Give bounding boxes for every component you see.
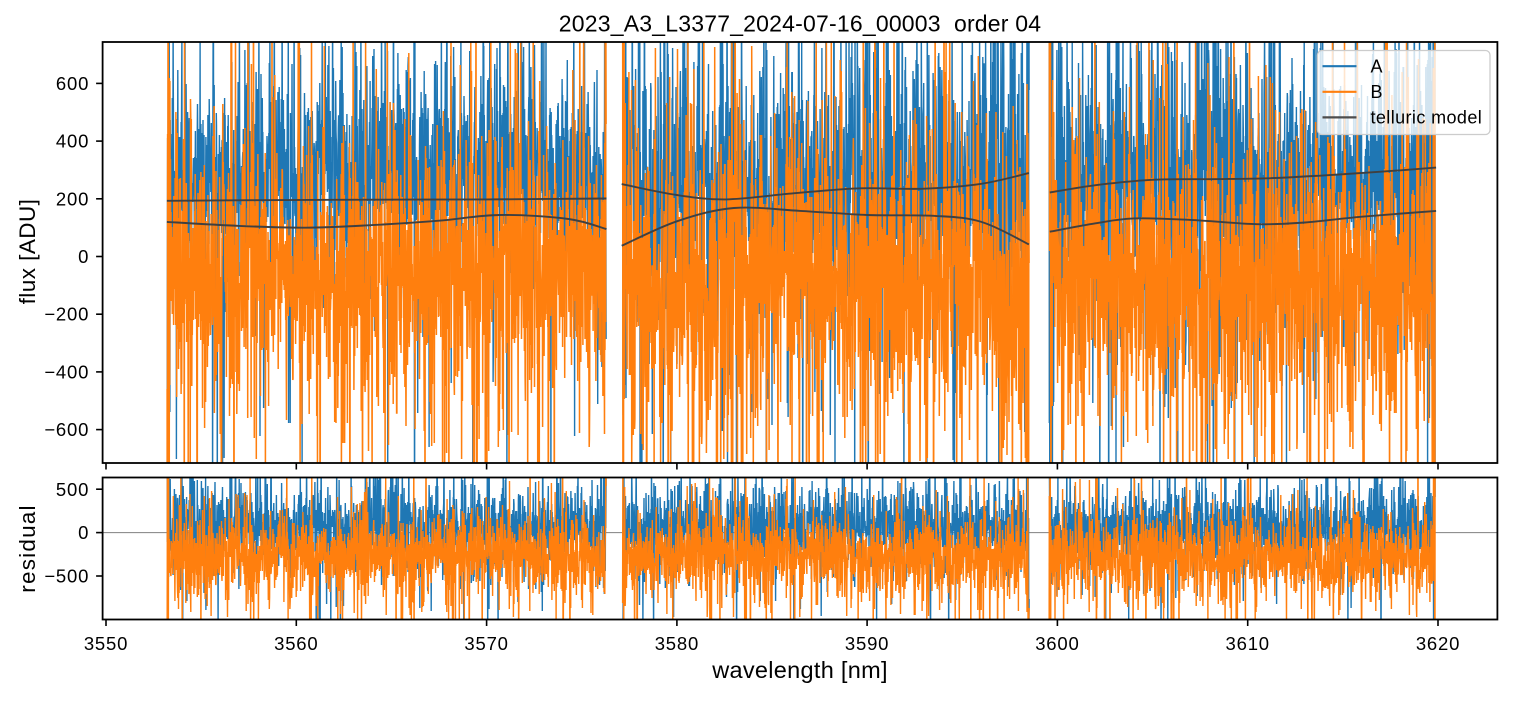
svg-text:A: A bbox=[1371, 56, 1383, 76]
svg-text:B: B bbox=[1371, 82, 1383, 102]
svg-text:2023_A3_L3377_2024-07-16_00003: 2023_A3_L3377_2024-07-16_00003 order 04 bbox=[559, 11, 1041, 37]
svg-text:telluric model: telluric model bbox=[1371, 108, 1483, 128]
svg-text:3580: 3580 bbox=[655, 633, 699, 654]
svg-text:wavelength [nm]: wavelength [nm] bbox=[711, 657, 888, 683]
svg-text:3600: 3600 bbox=[1035, 633, 1079, 654]
svg-text:0: 0 bbox=[78, 522, 89, 543]
svg-text:3560: 3560 bbox=[274, 633, 318, 654]
svg-text:−200: −200 bbox=[44, 304, 89, 325]
svg-text:−400: −400 bbox=[44, 361, 89, 382]
svg-text:3570: 3570 bbox=[464, 633, 508, 654]
svg-text:600: 600 bbox=[56, 73, 89, 94]
svg-text:200: 200 bbox=[56, 188, 89, 209]
svg-text:−500: −500 bbox=[44, 566, 89, 587]
svg-text:3610: 3610 bbox=[1226, 633, 1270, 654]
svg-text:400: 400 bbox=[56, 131, 89, 152]
svg-text:residual: residual bbox=[15, 504, 40, 592]
svg-text:3550: 3550 bbox=[84, 633, 128, 654]
svg-text:flux [ADU]: flux [ADU] bbox=[15, 199, 40, 305]
svg-text:500: 500 bbox=[56, 479, 89, 500]
svg-text:3590: 3590 bbox=[845, 633, 889, 654]
svg-text:−600: −600 bbox=[44, 419, 89, 440]
svg-text:3620: 3620 bbox=[1416, 633, 1460, 654]
svg-text:0: 0 bbox=[78, 246, 89, 267]
